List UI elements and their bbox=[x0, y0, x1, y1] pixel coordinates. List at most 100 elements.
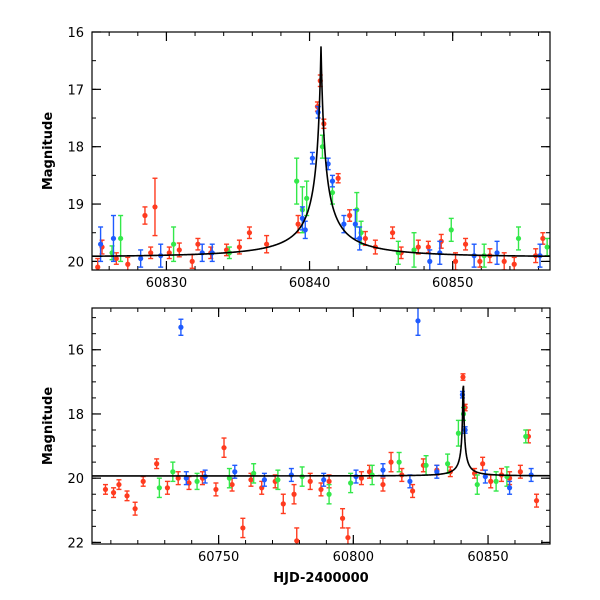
data-point bbox=[152, 177, 158, 237]
data-point bbox=[189, 253, 195, 269]
data-point bbox=[358, 471, 365, 486]
top-panel: 60830 60840 60850 16 17 18 19 20 Magnitude bbox=[41, 26, 551, 291]
bottom-tick-labels: 60750 60800 60850 16 18 20 22 bbox=[67, 344, 508, 565]
data-point bbox=[125, 256, 131, 270]
data-point bbox=[113, 252, 119, 265]
data-point bbox=[170, 461, 176, 483]
data-point bbox=[326, 483, 332, 505]
x-tick-label: 60840 bbox=[289, 276, 330, 291]
data-point bbox=[389, 226, 396, 240]
data-point bbox=[264, 234, 270, 254]
bottom-model-curve bbox=[92, 385, 550, 477]
data-point bbox=[166, 246, 172, 260]
y-tick-label: 20 bbox=[67, 472, 84, 487]
data-point bbox=[474, 474, 480, 495]
data-point bbox=[240, 517, 246, 539]
data-point bbox=[452, 252, 459, 270]
data-point bbox=[176, 242, 182, 258]
data-point bbox=[164, 480, 171, 495]
data-point bbox=[183, 471, 189, 486]
data-point bbox=[493, 471, 499, 492]
data-point bbox=[482, 469, 488, 484]
data-point bbox=[195, 237, 201, 251]
data-point bbox=[494, 240, 500, 265]
data-point bbox=[294, 157, 300, 205]
data-point bbox=[462, 237, 469, 251]
data-point bbox=[380, 477, 386, 492]
x-tick-label: 60850 bbox=[467, 550, 508, 565]
data-point bbox=[110, 214, 117, 263]
data-point bbox=[154, 458, 160, 470]
data-point bbox=[110, 487, 117, 499]
data-point bbox=[175, 471, 181, 486]
data-point bbox=[138, 249, 144, 268]
x-tick-label: 60800 bbox=[333, 550, 374, 565]
data-point bbox=[533, 493, 540, 508]
data-point bbox=[170, 226, 177, 263]
data-point bbox=[124, 490, 130, 502]
data-point bbox=[411, 232, 417, 268]
data-point bbox=[140, 475, 146, 487]
data-point bbox=[102, 483, 109, 495]
data-point bbox=[221, 437, 227, 459]
y-tick-label: 16 bbox=[67, 344, 84, 359]
data-point bbox=[213, 482, 219, 497]
data-point bbox=[142, 206, 148, 225]
data-point bbox=[329, 174, 336, 188]
data-point bbox=[148, 246, 154, 260]
data-point bbox=[304, 180, 310, 217]
data-point bbox=[540, 232, 546, 245]
y-tick-label: 18 bbox=[67, 408, 84, 423]
data-point bbox=[288, 467, 294, 483]
data-point bbox=[199, 243, 205, 263]
data-point bbox=[319, 134, 326, 159]
bottom-panel: 60750 60800 60850 16 18 20 22 Magnitude HJD-24… bbox=[41, 307, 551, 586]
data-point bbox=[395, 240, 401, 265]
data-point bbox=[415, 308, 421, 336]
data-point bbox=[291, 483, 297, 505]
data-point bbox=[118, 214, 124, 263]
bottom-axis-ticks bbox=[92, 308, 550, 544]
y-tick-label: 22 bbox=[67, 536, 84, 551]
data-point bbox=[302, 220, 308, 240]
data-point bbox=[275, 469, 281, 491]
y-tick-label: 17 bbox=[67, 83, 84, 98]
top-model-curve bbox=[92, 46, 550, 258]
data-point bbox=[347, 209, 353, 222]
data-point bbox=[515, 226, 522, 251]
data-point bbox=[156, 477, 162, 499]
data-point bbox=[246, 226, 253, 240]
data-point bbox=[506, 480, 513, 495]
bottom-ylabel: Magnitude bbox=[41, 387, 56, 466]
data-point bbox=[380, 463, 386, 478]
data-point bbox=[415, 239, 421, 255]
data-point bbox=[388, 451, 394, 473]
bottom-xlabel: HJD-2400000 bbox=[273, 571, 368, 586]
data-point bbox=[226, 467, 232, 489]
top-axis-frame bbox=[91, 31, 551, 271]
data-point bbox=[511, 256, 517, 270]
data-point bbox=[544, 237, 550, 257]
x-tick-label: 60830 bbox=[146, 276, 187, 291]
data-point bbox=[335, 172, 341, 184]
bottom-data-points bbox=[102, 308, 540, 544]
data-point bbox=[116, 479, 122, 491]
data-point bbox=[194, 472, 200, 491]
data-point bbox=[410, 483, 416, 499]
data-point bbox=[321, 472, 327, 487]
data-point bbox=[280, 493, 286, 515]
data-point bbox=[460, 373, 466, 381]
data-point bbox=[318, 482, 324, 497]
data-point bbox=[504, 466, 510, 487]
data-point bbox=[396, 451, 402, 473]
data-point bbox=[488, 474, 494, 489]
y-tick-label: 16 bbox=[67, 26, 84, 41]
x-tick-label: 60850 bbox=[432, 276, 473, 291]
data-point bbox=[178, 318, 184, 336]
data-point bbox=[251, 463, 257, 484]
data-point bbox=[272, 474, 278, 489]
data-point bbox=[357, 226, 363, 251]
data-point bbox=[352, 209, 358, 240]
top-ylabel: Magnitude bbox=[41, 112, 56, 191]
